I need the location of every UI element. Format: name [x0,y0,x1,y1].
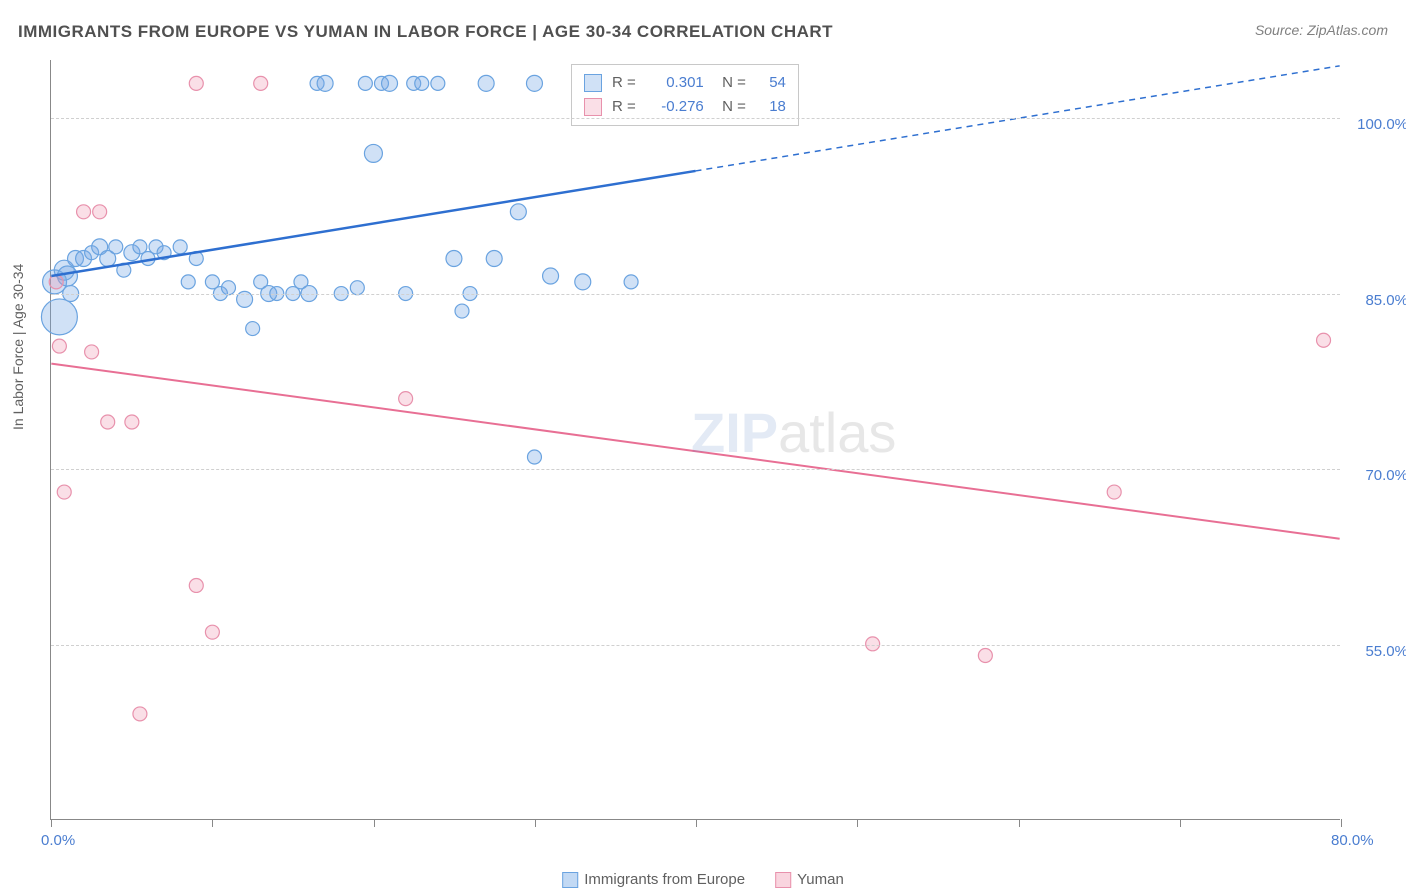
data-point[interactable] [543,268,559,284]
data-point[interactable] [101,415,115,429]
plot-svg [51,60,1340,819]
data-point[interactable] [431,76,445,90]
data-point[interactable] [358,76,372,90]
stats-r-label: R = [612,95,636,119]
gridline-h [51,469,1340,470]
data-point[interactable] [109,240,123,254]
trend-line [51,171,695,276]
data-point[interactable] [189,76,203,90]
x-tick [212,819,213,827]
data-point[interactable] [41,299,77,335]
data-point[interactable] [189,578,203,592]
data-point[interactable] [57,485,71,499]
data-point[interactable] [317,75,333,91]
data-point[interactable] [399,392,413,406]
x-tick [51,819,52,827]
legend-label: Yuman [797,871,844,888]
data-point[interactable] [510,204,526,220]
data-point[interactable] [455,304,469,318]
trend-line [51,364,1339,539]
data-point[interactable] [350,281,364,295]
x-tick [1180,819,1181,827]
data-point[interactable] [181,275,195,289]
y-tick-label: 100.0% [1357,116,1406,133]
legend-item[interactable]: Immigrants from Europe [562,871,745,888]
x-tick-label: 0.0% [41,832,75,849]
legend-swatch [775,872,791,888]
legend-label: Immigrants from Europe [584,871,745,888]
data-point[interactable] [364,144,382,162]
data-point[interactable] [624,275,638,289]
x-tick-label: 80.0% [1331,832,1374,849]
data-point[interactable] [415,76,429,90]
gridline-h [51,645,1340,646]
stats-r-value: -0.276 [646,95,704,119]
y-axis-label: In Labor Force | Age 30-34 [10,264,26,430]
source-label: Source: ZipAtlas.com [1255,22,1388,38]
x-tick [696,819,697,827]
y-tick-label: 55.0% [1365,643,1406,660]
data-point[interactable] [526,75,542,91]
x-tick [1019,819,1020,827]
data-point[interactable] [446,251,462,267]
stats-legend-box: R = 0.301 N = 54 R = -0.276 N = 18 [571,64,799,126]
stats-swatch [584,74,602,92]
data-point[interactable] [1317,333,1331,347]
gridline-h [51,294,1340,295]
bottom-legend: Immigrants from Europe Yuman [562,871,844,888]
stats-n-label: N = [714,71,746,95]
y-tick-label: 70.0% [1365,467,1406,484]
data-point[interactable] [85,345,99,359]
data-point[interactable] [527,450,541,464]
chart-title: IMMIGRANTS FROM EUROPE VS YUMAN IN LABOR… [18,22,833,42]
stats-row: R = -0.276 N = 18 [584,95,786,119]
data-point[interactable] [77,205,91,219]
data-point[interactable] [486,251,502,267]
data-point[interactable] [382,75,398,91]
stats-row: R = 0.301 N = 54 [584,71,786,95]
y-tick-label: 85.0% [1365,292,1406,309]
data-point[interactable] [478,75,494,91]
stats-n-label: N = [714,95,746,119]
data-point[interactable] [125,415,139,429]
data-point[interactable] [173,240,187,254]
stats-n-value: 54 [756,71,786,95]
data-point[interactable] [1107,485,1121,499]
correlation-chart: IMMIGRANTS FROM EUROPE VS YUMAN IN LABOR… [0,0,1406,892]
data-point[interactable] [93,205,107,219]
data-point[interactable] [49,275,63,289]
stats-r-label: R = [612,71,636,95]
data-point[interactable] [221,281,235,295]
data-point[interactable] [978,649,992,663]
legend-item[interactable]: Yuman [775,871,844,888]
plot-area: ZIPatlas R =0.301 N =54R =-0.276 N =18 5… [50,60,1340,820]
gridline-h [51,118,1340,119]
data-point[interactable] [205,625,219,639]
x-tick [857,819,858,827]
legend-swatch [562,872,578,888]
x-tick [1341,819,1342,827]
data-point[interactable] [575,274,591,290]
data-point[interactable] [133,707,147,721]
stats-n-value: 18 [756,95,786,119]
stats-r-value: 0.301 [646,71,704,95]
data-point[interactable] [52,339,66,353]
stats-swatch [584,98,602,116]
data-point[interactable] [254,76,268,90]
x-tick [535,819,536,827]
x-tick [374,819,375,827]
data-point[interactable] [246,322,260,336]
